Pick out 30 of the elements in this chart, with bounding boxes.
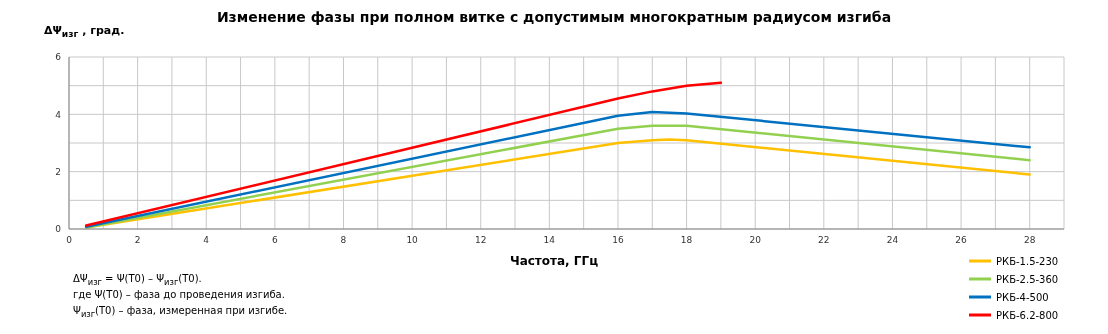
x-axis-title: Частота, ГГц xyxy=(509,254,599,268)
x-tick-label: 18 xyxy=(680,235,693,246)
legend-label: РКБ-2.5-360 xyxy=(996,273,1059,285)
x-tick-label: 10 xyxy=(406,235,419,246)
x-tick-label: 26 xyxy=(955,235,968,246)
x-tick-label: 22 xyxy=(818,235,830,246)
line-series xyxy=(84,81,723,227)
x-tick-label: 2 xyxy=(134,235,141,246)
x-tick-label: 6 xyxy=(271,235,278,246)
x-tick-label: 4 xyxy=(203,235,210,246)
y-tick-label: 6 xyxy=(55,52,62,63)
text: ΔΨ$_{изг}$ = Ψ(T0) – Ψ$_{изг}$(T0). xyxy=(73,273,202,287)
text: Ψ$_{изг}$(T0) – фаза, измеренная при изгибе. xyxy=(73,305,288,319)
text: где Ψ(T0) – фаза до проведения изгиба. xyxy=(73,289,285,300)
chart-title: Изменение фазы при полном витке с допустимым многократным радиусом изгиба xyxy=(215,9,893,25)
x-tick-label: 8 xyxy=(340,235,347,246)
x-tick-label: 0 xyxy=(66,235,73,246)
y-axis-title: ΔΨ$_{изг}$ , град. xyxy=(44,24,125,40)
x-tick-label: 20 xyxy=(749,235,762,246)
x-tick-label: 12 xyxy=(475,235,487,246)
x-tick-label: 16 xyxy=(612,235,624,246)
legend-label: РКБ-6.2-800 xyxy=(996,309,1059,321)
x-tick-label: 28 xyxy=(1023,235,1036,246)
y-tick-label: 2 xyxy=(55,166,61,177)
legend-label: РКБ-1.5-230 xyxy=(996,255,1059,267)
y-tick-label: 0 xyxy=(55,224,62,235)
x-tick-label: 24 xyxy=(886,235,899,246)
legend-label: РКБ-4-500 xyxy=(996,291,1049,303)
y-tick-label: 4 xyxy=(55,109,62,120)
x-tick-label: 14 xyxy=(543,235,556,246)
